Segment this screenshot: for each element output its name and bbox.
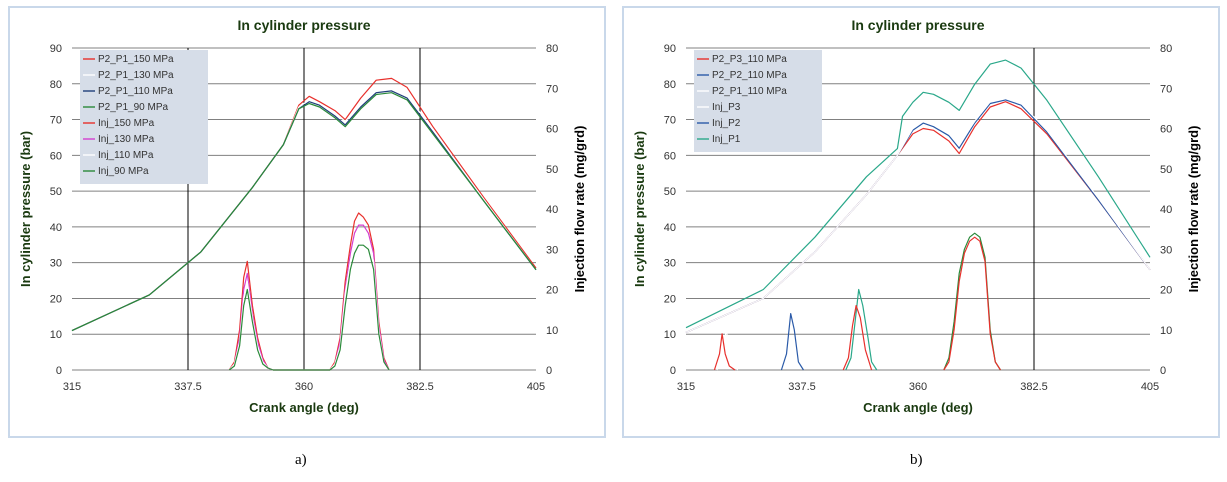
chart0-y2tick-label: 70 [546,83,558,95]
chart0-ytick-label: 0 [56,365,62,377]
chart0-y2tick-label: 80 [546,43,558,55]
chart0-xlabel: Crank angle (deg) [249,400,359,415]
chart0-y2tick-label: 30 [546,244,558,256]
chart1-y2tick-label: 70 [1160,83,1172,95]
chart1-series-7 [943,232,1002,371]
chart0-y2tick-label: 0 [546,365,552,377]
chart0-xtick-label: 360 [295,381,313,393]
chart1-xlabel: Crank angle (deg) [863,400,973,415]
chart1-ytick-label: 90 [664,43,676,55]
chart0-legend-label: Inj_130 MPa [98,134,155,145]
chart0-xtick-label: 337.5 [174,381,202,393]
chart0-y2tick-label: 10 [546,325,558,337]
chart1-y2tick-label: 50 [1160,164,1172,176]
chart0-legend-label: Inj_90 MPa [98,166,149,177]
chart0-ytick-label: 20 [50,293,62,305]
chart0-ytick-label: 10 [50,329,62,341]
chart1-series-2 [685,97,1151,333]
chart0-y2tick-label: 60 [546,124,558,136]
chart1-xtick-label: 405 [1141,381,1159,393]
chart1-ytick-label: 60 [664,150,676,162]
chart1-series-4 [780,313,805,371]
chart1-legend-label: P2_P2_110 MPa [712,70,787,81]
chart0-ytick-label: 60 [50,150,62,162]
chart1-ytick-label: 40 [664,222,676,234]
chart1-xtick-label: 315 [677,381,695,393]
chart0-legend-label: P2_P1_150 MPa [98,54,174,65]
chart0-xtick-label: 382.5 [406,381,434,393]
chart0-xtick-label: 405 [527,381,545,393]
chart0-y2tick-label: 20 [546,285,558,297]
chart0-ytick-label: 70 [50,115,62,127]
chart0-series-3 [71,92,537,332]
chart1-y2tick-label: 10 [1160,325,1172,337]
chart1-series-10 [842,305,873,371]
chart1-legend-label: P2_P1_110 MPa [712,86,787,97]
chart1-xtick-label: 337.5 [788,381,816,393]
chart0-legend-label: P2_P1_130 MPa [98,70,174,81]
chart0-y2tick-label: 50 [546,164,558,176]
chart1-ytick-label: 70 [664,115,676,127]
chart0-legend-label: Inj_150 MPa [98,118,155,129]
chart-b-svg: In cylinder pressure 0 10 20 30 40 50 60 70 80 90 0… [632,17,1201,415]
chart0-title: In cylinder pressure [237,17,370,33]
chart0-xtick-label: 315 [63,381,81,393]
caption-b: b) [910,452,923,468]
chart1-xtick-label: 382.5 [1020,381,1048,393]
chart1-legend [694,50,822,152]
chart1-ytick-label: 80 [664,79,676,91]
chart1-ytick-label: 20 [664,293,676,305]
chart1-y2tick-label: 40 [1160,204,1172,216]
chart1-legend-label: Inj_P2 [712,118,741,129]
chart1-title: In cylinder pressure [851,17,984,33]
chart1-y2tick-label: 60 [1160,124,1172,136]
chart1-series-8 [943,236,1002,371]
chart-a-svg: In cylinder pressure 0 10 20 30 40 50 60 70 80 90 0… [18,17,587,415]
chart1-series-5 [685,59,1151,329]
caption-a: a) [295,452,307,468]
chart0-ytick-label: 50 [50,186,62,198]
chart0-ytick-label: 80 [50,79,62,91]
chart0-legend-label: P2_P1_90 MPa [98,102,168,113]
chart1-y2tick-label: 0 [1160,365,1166,377]
chart0-ytick-label: 40 [50,222,62,234]
chart1-y2tick-label: 30 [1160,244,1172,256]
chart0-y2tick-label: 40 [546,204,558,216]
chart1-y2label: Injection flow rate (mg/grd) [1186,126,1201,293]
chart1-y2tick-label: 80 [1160,43,1172,55]
chart1-series-3 [716,329,739,371]
chart0-ylabel: In cylinder pressure (bar) [18,131,33,287]
chart1-ytick-label: 0 [670,365,676,377]
chart1-ytick-label: 50 [664,186,676,198]
chart1-y2tick-label: 20 [1160,285,1172,297]
chart0-series-7 [228,244,390,371]
chart1-xtick-label: 360 [909,381,927,393]
chart0-legend-label: P2_P1_110 MPa [98,86,173,97]
chart0-ytick-label: 90 [50,43,62,55]
chart1-legend-label: Inj_P3 [712,102,741,113]
chart0-ytick-label: 30 [50,258,62,270]
chart1-ylabel: In cylinder pressure (bar) [632,131,647,287]
chart0-legend-label: Inj_110 MPa [98,150,154,161]
chart1-legend-label: P2_P3_110 MPa [712,54,787,65]
chart-panel-a: In cylinder pressure 0 10 20 30 40 50 60 70 80 90 0… [8,6,606,438]
chart-panel-b: In cylinder pressure 0 10 20 30 40 50 60 70 80 90 0… [622,6,1220,438]
chart1-legend-label: Inj_P1 [712,134,741,145]
chart0-series-6 [228,232,390,371]
chart1-ytick-label: 30 [664,258,676,270]
chart1-series-9 [713,333,736,371]
chart0-legend [80,50,208,184]
chart0-y2label: Injection flow rate (mg/grd) [572,126,587,293]
chart1-series-6 [845,288,878,371]
chart1-ytick-label: 10 [664,329,676,341]
